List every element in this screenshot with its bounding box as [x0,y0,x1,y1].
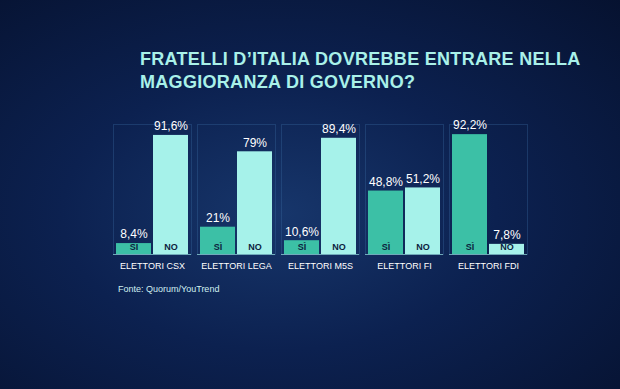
svg-text:SÌ: SÌ [214,242,223,252]
svg-text:91,6%: 91,6% [154,119,188,133]
html-text:FRATELLI D’ITALIA DOVREBBE ENT: FRATELLI D’ITALIA DOVREBBE ENTRARE NELLA… [140,49,580,93]
svg-text:SÌ: SÌ [466,242,475,252]
svg-text:ELETTORI CSX: ELETTORI CSX [120,261,185,271]
svg-text:8,4%: 8,4% [120,227,148,241]
svg-text:92,2%: 92,2% [453,118,487,132]
svg-text:ELETTORI M5S: ELETTORI M5S [288,261,353,271]
svg-text:51,2%: 51,2% [406,172,440,186]
svg-text:79%: 79% [243,136,267,150]
svg-text:ELETTORI FI: ELETTORI FI [377,261,431,271]
svg-text:21%: 21% [206,211,230,225]
svg-text:SÌ: SÌ [298,242,307,252]
svg-text:NO: NO [500,242,514,252]
svg-text:ELETTORI LEGA: ELETTORI LEGA [201,261,271,271]
svg-text:48,8%: 48,8% [369,175,403,189]
svg-text:ELETTORI FDI: ELETTORI FDI [458,261,519,271]
html-text:Fonte: Quorum/YouTrend: Fonte: Quorum/YouTrend [118,284,220,294]
svg-text:NO: NO [164,242,178,252]
svg-text:7,8%: 7,8% [493,228,521,242]
svg-text:NO: NO [332,242,346,252]
svg-text:10,6%: 10,6% [285,225,319,239]
svg-text:89,4%: 89,4% [322,122,356,136]
svg-text:NO: NO [416,242,430,252]
svg-text:NO: NO [248,242,262,252]
svg-text:SÌ: SÌ [382,242,391,252]
svg-text:SÌ: SÌ [130,242,139,252]
